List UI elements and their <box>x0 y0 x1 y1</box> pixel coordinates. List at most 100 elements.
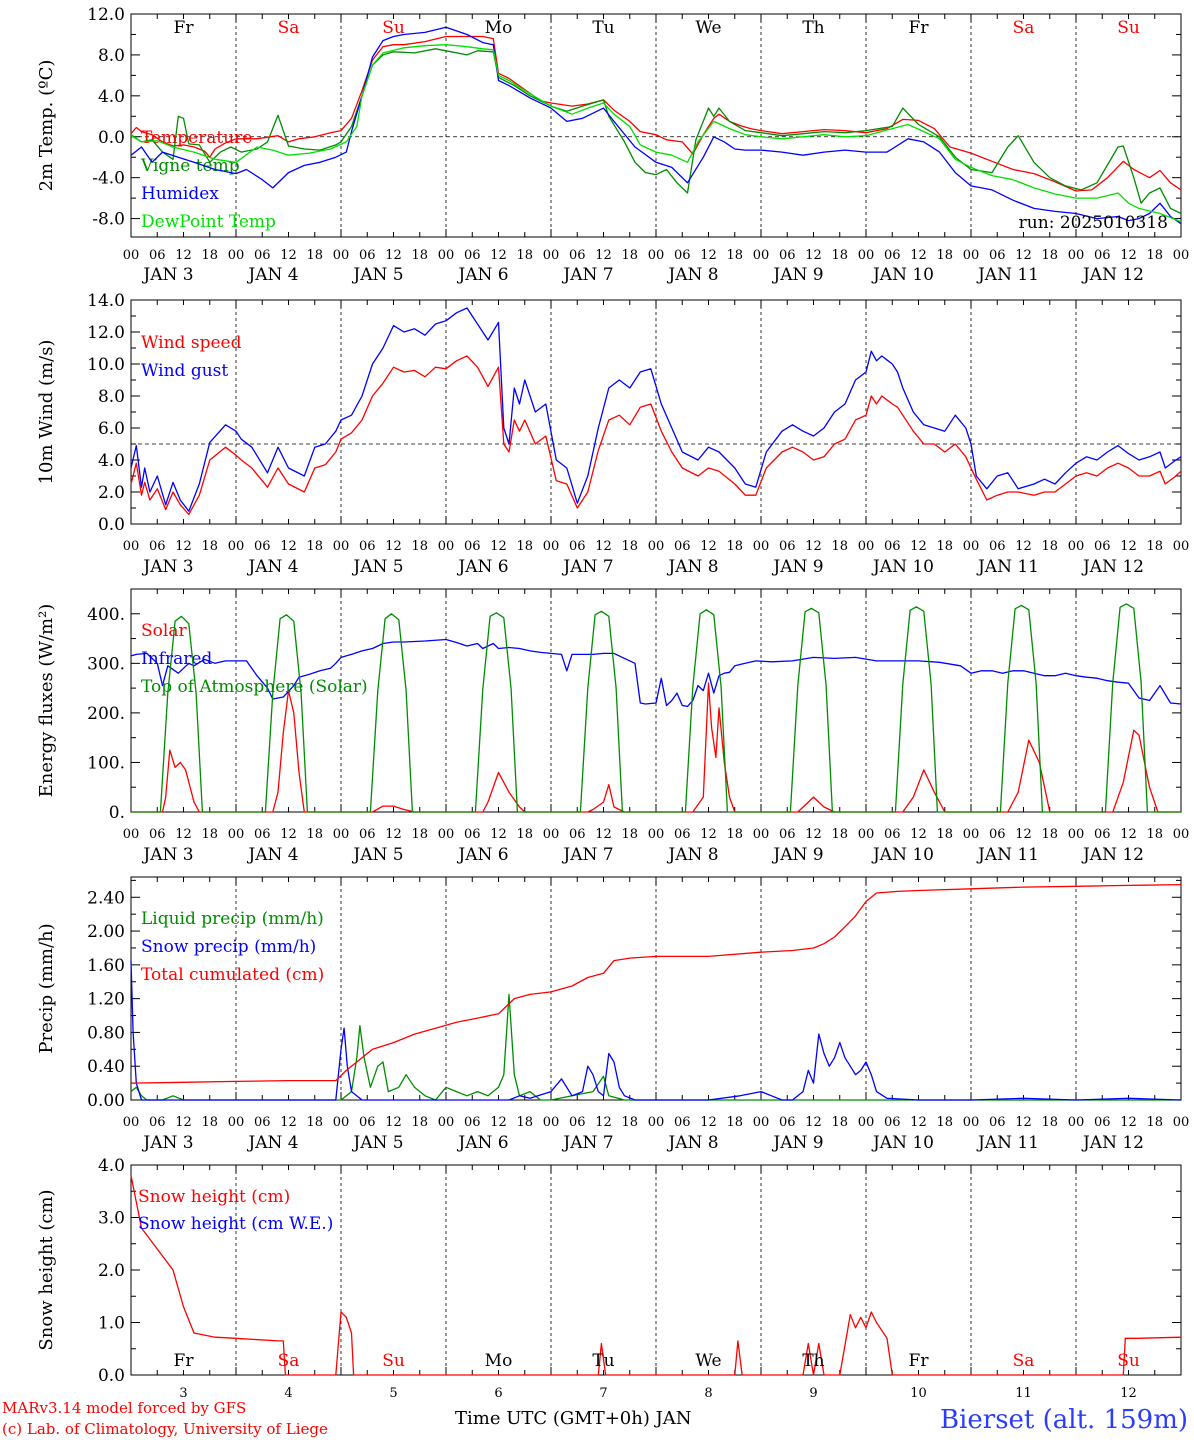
day-number: 8 <box>704 1386 712 1401</box>
series-line-red <box>130 35 1182 192</box>
hour-tick-label: 00 <box>228 539 245 554</box>
hour-tick-label: 00 <box>963 1115 980 1130</box>
hour-tick-label: 18 <box>1146 1115 1163 1130</box>
day-label: JAN 9 <box>771 265 823 285</box>
panel-snow: 0.0 1.0 2.0 3.0 4.0 Snow height (cm) Snow heig… <box>36 1156 1182 1401</box>
hour-tick-label: 00 <box>438 539 455 554</box>
hour-tick-label: 00 <box>648 248 665 263</box>
hour-tick-label: 00 <box>438 827 455 842</box>
hour-tick-label: 18 <box>201 539 218 554</box>
model-credit: MARv3.14 model forced by GFS <box>2 1399 246 1417</box>
hour-tick-label: 12 <box>1015 1115 1032 1130</box>
day-label: JAN 7 <box>561 265 613 285</box>
hour-tick-label: 06 <box>359 827 376 842</box>
hour-tick-label: 00 <box>753 1115 770 1130</box>
day-label: JAN 7 <box>561 845 613 865</box>
hour-tick-label: 00 <box>543 539 560 554</box>
hour-tick-label: 18 <box>726 1115 743 1130</box>
hour-tick-label: 12 <box>805 248 822 263</box>
hour-tick-label: 18 <box>936 539 953 554</box>
hour-tick-label: 12 <box>385 248 402 263</box>
station-name: Bierset (alt. 159m) <box>940 1405 1188 1435</box>
y-tick-label: 2.0 <box>98 1261 125 1281</box>
day-label: JAN 7 <box>561 557 613 577</box>
panel-energy: 0. 100. 200. 300. 400. Energy fluxes (W/m²) So… <box>36 588 1189 865</box>
day-number: 6 <box>494 1386 502 1401</box>
hour-tick-label: 12 <box>280 248 297 263</box>
hour-tick-label: 18 <box>306 1115 323 1130</box>
y-tick-label: 0.00 <box>87 1091 125 1111</box>
hour-tick-label: 18 <box>201 827 218 842</box>
day-label: JAN 4 <box>246 845 298 865</box>
day-name: Su <box>382 18 405 38</box>
y-tick-label: 400. <box>87 605 125 625</box>
day-name: Sa <box>278 1351 300 1371</box>
day-name: Th <box>802 18 824 38</box>
hour-tick-label: 12 <box>490 248 507 263</box>
day-label: JAN 9 <box>771 845 823 865</box>
hour-tick-label: 12 <box>910 827 927 842</box>
hour-tick-label: 18 <box>411 827 428 842</box>
hour-tick-label: 00 <box>543 1115 560 1130</box>
hour-tick-label: 00 <box>963 539 980 554</box>
hour-tick-label: 00 <box>1173 1115 1190 1130</box>
hour-tick-label: 00 <box>1173 539 1190 554</box>
y-tick-label: 2.00 <box>87 922 125 942</box>
hour-tick-label: 00 <box>228 248 245 263</box>
hour-tick-label: 18 <box>306 539 323 554</box>
hour-tick-label: 06 <box>464 827 481 842</box>
hour-tick-label: 18 <box>1041 248 1058 263</box>
series-line-red <box>130 1175 1182 1376</box>
day-label: JAN 6 <box>456 1133 508 1153</box>
day-name: Su <box>1117 18 1140 38</box>
hour-tick-label: 06 <box>779 1115 796 1130</box>
hour-tick-label: 00 <box>228 1115 245 1130</box>
hour-tick-label: 12 <box>490 827 507 842</box>
day-label: JAN 12 <box>1081 557 1144 577</box>
legend-entry: Wind gust <box>141 361 228 381</box>
series-line-green <box>131 603 1181 813</box>
hour-tick-label: 12 <box>175 248 192 263</box>
series-line-blue <box>130 307 1182 512</box>
plot-frame <box>130 13 1182 238</box>
hour-tick-label: 06 <box>149 827 166 842</box>
day-label: JAN 3 <box>141 1133 193 1153</box>
hour-tick-label: 18 <box>621 539 638 554</box>
hour-tick-label: 12 <box>805 539 822 554</box>
y-tick-label: 0.0 <box>98 515 125 535</box>
day-label: JAN 12 <box>1081 265 1144 285</box>
y-tick-label: -4.0 <box>92 169 125 189</box>
y-tick-label: 0.40 <box>87 1057 125 1077</box>
hour-tick-label: 00 <box>1068 539 1085 554</box>
hour-tick-label: 00 <box>753 539 770 554</box>
lab-credit: (c) Lab. of Climatology, University of L… <box>2 1420 328 1438</box>
day-label: JAN 5 <box>351 265 403 285</box>
hour-tick-label: 06 <box>254 248 271 263</box>
hour-tick-label: 18 <box>516 827 533 842</box>
day-label: JAN 7 <box>561 1133 613 1153</box>
hour-tick-label: 12 <box>385 1115 402 1130</box>
hour-tick-label: 00 <box>543 248 560 263</box>
y-tick-label: 0.80 <box>87 1023 125 1043</box>
legend-entry: Temperature <box>141 128 252 148</box>
hour-tick-label: 18 <box>411 1115 428 1130</box>
hour-tick-label: 00 <box>333 1115 350 1130</box>
hour-tick-label: 06 <box>989 248 1006 263</box>
hour-tick-label: 18 <box>831 827 848 842</box>
y-tick-label: 2.0 <box>98 483 125 503</box>
hour-tick-label: 06 <box>884 248 901 263</box>
day-name: Fr <box>174 1351 195 1371</box>
hour-tick-label: 06 <box>569 1115 586 1130</box>
legend-entry: Solar <box>141 621 187 641</box>
y-tick-label: 100. <box>87 753 125 773</box>
hour-tick-label: 06 <box>569 539 586 554</box>
legend-entry: Snow height (cm W.E.) <box>138 1214 333 1234</box>
panel-temp: -8.0 -4.0 0.0 4.0 8.0 12.0 2m Temp. (ºC) Temper… <box>36 5 1189 285</box>
hour-tick-label: 18 <box>1146 827 1163 842</box>
hour-tick-label: 00 <box>333 248 350 263</box>
hour-tick-label: 18 <box>621 248 638 263</box>
hour-tick-label: 00 <box>1068 827 1085 842</box>
day-label: JAN 11 <box>976 1133 1039 1153</box>
hour-tick-label: 06 <box>779 539 796 554</box>
hour-tick-label: 06 <box>464 1115 481 1130</box>
